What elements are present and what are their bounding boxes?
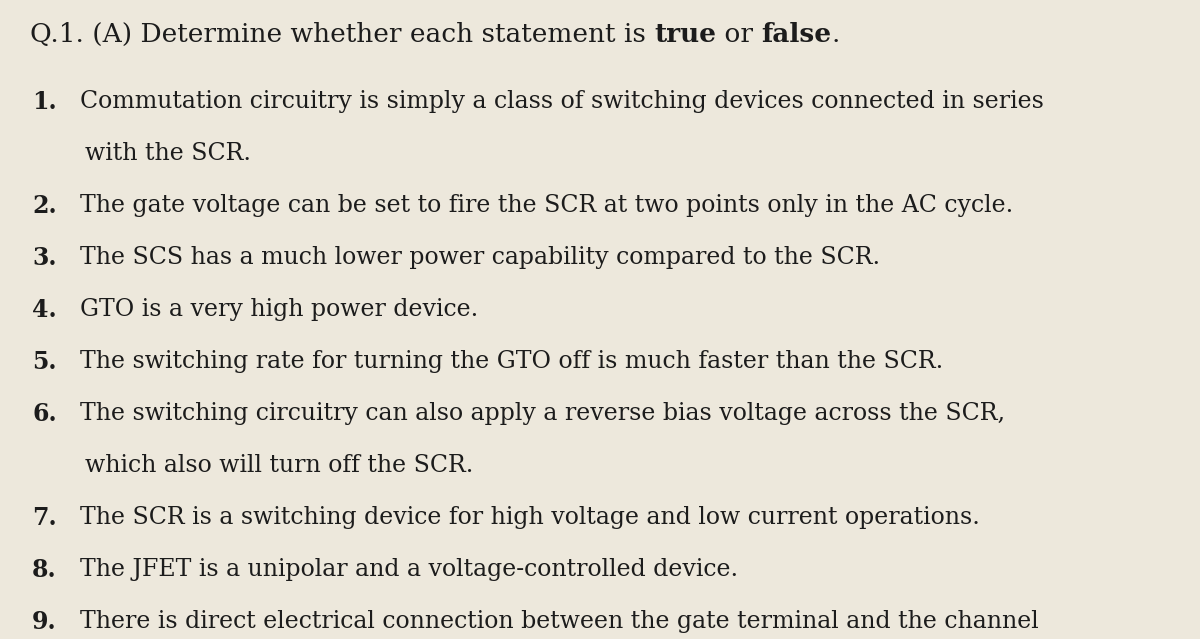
Text: 1.: 1. xyxy=(32,90,56,114)
Text: false: false xyxy=(762,22,832,47)
Text: GTO is a very high power device.: GTO is a very high power device. xyxy=(80,298,479,321)
Text: 7.: 7. xyxy=(32,506,56,530)
Text: or: or xyxy=(716,22,762,47)
Text: The SCR is a switching device for high voltage and low current operations.: The SCR is a switching device for high v… xyxy=(80,506,980,529)
Text: The gate voltage can be set to fire the SCR at two points only in the AC cycle.: The gate voltage can be set to fire the … xyxy=(80,194,1013,217)
Text: 3.: 3. xyxy=(32,246,56,270)
Text: 2.: 2. xyxy=(32,194,56,218)
Text: The JFET is a unipolar and a voltage-controlled device.: The JFET is a unipolar and a voltage-con… xyxy=(80,558,738,581)
Text: 8.: 8. xyxy=(32,558,56,582)
Text: The SCS has a much lower power capability compared to the SCR.: The SCS has a much lower power capabilit… xyxy=(80,246,880,269)
Text: There is direct electrical connection between the gate terminal and the channel: There is direct electrical connection be… xyxy=(80,610,1039,633)
Text: with the SCR.: with the SCR. xyxy=(85,142,251,165)
Text: 6.: 6. xyxy=(32,402,56,426)
Text: The switching rate for turning the GTO off is much faster than the SCR.: The switching rate for turning the GTO o… xyxy=(80,350,943,373)
Text: Commutation circuitry is simply a class of switching devices connected in series: Commutation circuitry is simply a class … xyxy=(80,90,1044,113)
Text: which also will turn off the SCR.: which also will turn off the SCR. xyxy=(85,454,473,477)
Text: 5.: 5. xyxy=(32,350,56,374)
Text: Q.1. (A) Determine whether each statement is: Q.1. (A) Determine whether each statemen… xyxy=(30,22,654,47)
Text: .: . xyxy=(832,22,840,47)
Text: The switching circuitry can also apply a reverse bias voltage across the SCR,: The switching circuitry can also apply a… xyxy=(80,402,1006,425)
Text: 4.: 4. xyxy=(32,298,56,322)
Text: true: true xyxy=(654,22,716,47)
Text: 9.: 9. xyxy=(32,610,56,634)
